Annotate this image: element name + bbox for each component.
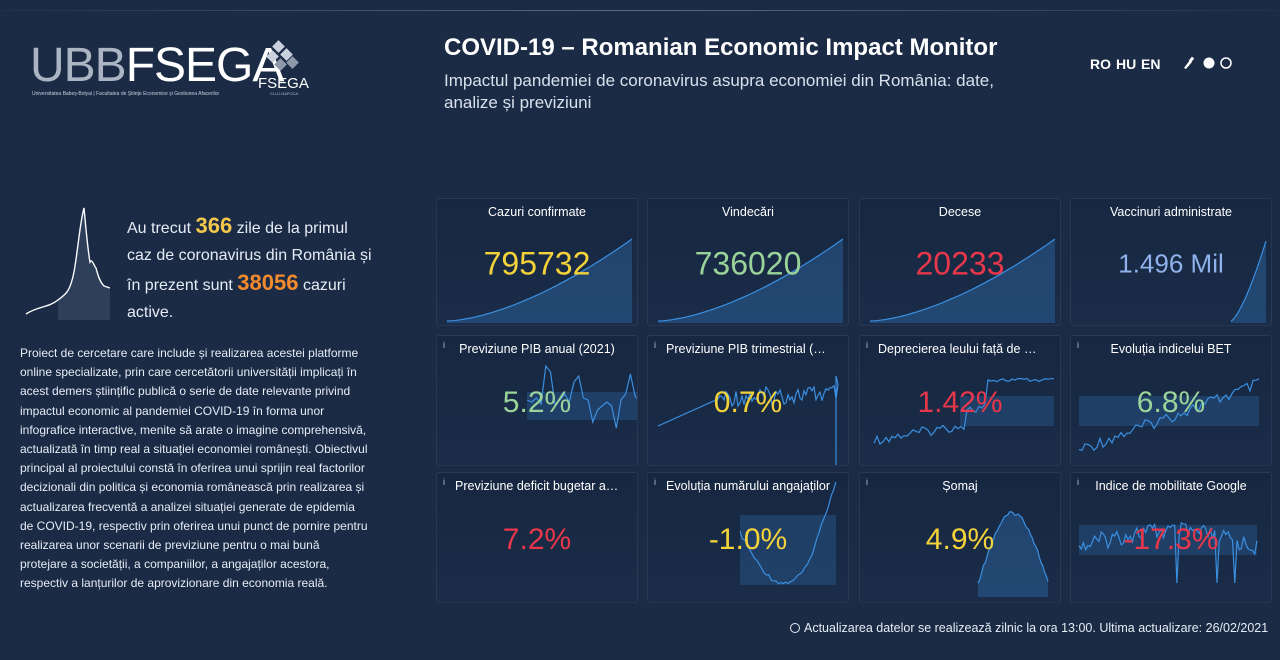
- svg-text:CLUJ-NAPOCA: CLUJ-NAPOCA: [270, 91, 299, 96]
- project-description: Proiect de cercetare care include și rea…: [20, 346, 368, 591]
- logo-wordmark: UBBFSEGA: [30, 39, 284, 92]
- indicator-card-previziune-deficit-bugetar-anual[interactable]: i Previziune deficit bugetar anual 7.2%: [436, 472, 638, 603]
- trend-sparkline: [657, 238, 844, 323]
- card-value: 20233: [915, 245, 1005, 282]
- card-value: 4.9%: [925, 522, 995, 556]
- card-value: 795732: [483, 245, 591, 282]
- logo-subtitle: Universitatea Babeș-Bolyai | Facultatea …: [32, 91, 220, 97]
- card-value: 0.7%: [713, 385, 783, 419]
- info-icon[interactable]: i: [866, 477, 868, 487]
- card-value: 6.8%: [1136, 385, 1206, 419]
- card-value: 7.2%: [502, 522, 572, 556]
- trend-sparkline: [1078, 378, 1260, 452]
- trend-sparkline: [657, 375, 839, 465]
- brush-icon[interactable]: [1184, 56, 1195, 69]
- trend-sparkline: [1230, 240, 1267, 323]
- days-count: 366: [195, 213, 233, 238]
- info-icon[interactable]: i: [443, 477, 445, 487]
- indicator-card-vaccinuri-administrate[interactable]: Vaccinuri administrate 1.496 Mil: [1070, 198, 1272, 326]
- indicator-card-evolutia-indicelui-bet[interactable]: i Evoluția indicelui BET 6.8%: [1070, 335, 1272, 466]
- indicator-card-cazuri-confirmate[interactable]: Cazuri confirmate 795732: [436, 198, 638, 326]
- trend-sparkline: [869, 238, 1056, 323]
- theme-dot-outline-icon[interactable]: [1220, 57, 1232, 69]
- update-footer: Actualizarea datelor se realizează zilni…: [790, 621, 1268, 635]
- card-value: 5.2%: [502, 385, 572, 419]
- lang-hu-link[interactable]: HU: [1116, 56, 1137, 72]
- indicator-card-somaj[interactable]: i Șomaj 4.9%: [859, 472, 1061, 603]
- card-value: -1.0%: [708, 522, 788, 556]
- trend-sparkline: [446, 238, 633, 323]
- indicator-card-deprecierea-leului-fata-de-euro[interactable]: i Deprecierea leului față de euro 1.42%: [859, 335, 1061, 466]
- info-icon[interactable]: i: [654, 477, 656, 487]
- info-icon[interactable]: i: [654, 340, 656, 350]
- clock-icon: [790, 623, 800, 633]
- trend-sparkline: [873, 377, 1054, 445]
- info-icon[interactable]: i: [1077, 340, 1079, 350]
- card-value: 1.42%: [917, 385, 1003, 419]
- page-subtitle: Impactul pandemiei de coronavirus asupra…: [444, 71, 994, 112]
- info-icon[interactable]: i: [1077, 477, 1079, 487]
- indicator-card-indice-de-mobilitate-google[interactable]: i Indice de mobilitate Google -17.3%: [1070, 472, 1272, 603]
- theme-switcher: [1180, 55, 1240, 71]
- top-divider: [0, 10, 1280, 11]
- trend-sparkline: [739, 481, 837, 585]
- fsega-logo[interactable]: UBBFSEGA Universitatea Babeș-Bolyai | Fa…: [30, 40, 320, 110]
- svg-text:FSEGA: FSEGA: [258, 75, 309, 92]
- card-value: 1.496 Mil: [1118, 248, 1224, 279]
- active-cases-sparkline-icon: [25, 207, 110, 320]
- trend-sparkline: [1078, 521, 1258, 584]
- card-title: Previziune deficit bugetar anual: [455, 479, 630, 493]
- active-cases-count: 38056: [237, 270, 299, 295]
- trend-sparkline: [977, 511, 1049, 597]
- indicator-card-evolutia-numarului-angajatilor[interactable]: i Evoluția numărului angajaților -1.0%: [647, 472, 849, 603]
- indicator-card-decese[interactable]: Decese 20233: [859, 198, 1061, 326]
- info-icon[interactable]: i: [866, 340, 868, 350]
- fsega-mark-icon: FSEGA CLUJ-NAPOCA: [258, 40, 309, 96]
- theme-dot-filled-icon[interactable]: [1203, 57, 1215, 69]
- trend-sparkline: [526, 364, 637, 429]
- indicator-card-previziune-pib-anual-2021[interactable]: i Previziune PIB anual (2021) 5.2%: [436, 335, 638, 466]
- lang-en-link[interactable]: EN: [1141, 56, 1161, 72]
- card-value: 736020: [694, 245, 802, 282]
- days-summary: Au trecut 366 zile de la primul caz de c…: [127, 213, 372, 321]
- card-value: -17.3%: [1123, 522, 1219, 556]
- page-title: COVID-19 – Romanian Economic Impact Moni…: [444, 34, 998, 61]
- lang-ro-link[interactable]: RO: [1090, 56, 1111, 72]
- indicator-card-vindecari[interactable]: Vindecări 736020: [647, 198, 849, 326]
- info-icon[interactable]: i: [443, 340, 445, 350]
- indicator-card-previziune-pib-trimestrial-q1-2021[interactable]: i Previziune PIB trimestrial (Q1 2021) 0.7…: [647, 335, 849, 466]
